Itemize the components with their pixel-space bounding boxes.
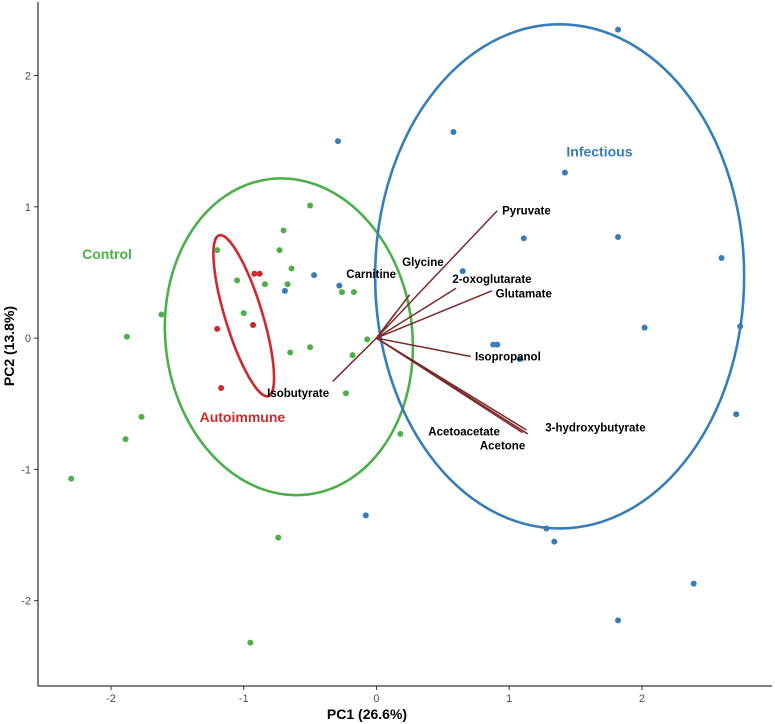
data-point-infectious	[336, 282, 343, 289]
data-point-infectious	[311, 272, 318, 279]
confidence-ellipse-autoimmune	[212, 233, 276, 398]
data-point-control	[275, 534, 282, 541]
confidence-ellipse-control	[163, 177, 415, 497]
data-point-infectious	[641, 324, 648, 331]
loading-label: 2-oxoglutarate	[452, 274, 531, 286]
data-point-control	[307, 202, 314, 209]
loading-label: 3-hydroxybutyrate	[545, 422, 645, 434]
loading-vector-isopropanol	[376, 337, 471, 358]
data-point-autoimmune	[251, 270, 258, 277]
data-point-infectious	[615, 26, 622, 33]
data-point-control	[158, 311, 165, 318]
data-point-control	[397, 430, 404, 437]
axes: -2 -1 0 1 2 -2 -1 0 1 2	[21, 2, 772, 705]
data-point-infectious	[520, 235, 527, 242]
data-point-control	[284, 281, 291, 288]
plot-area: Pyruvate Glycine Carnitine 2-oxoglutarate Gl…	[68, 23, 746, 646]
loading-label: Carnitine	[346, 269, 396, 281]
group-label-infectious: Infectious	[566, 144, 632, 160]
data-point-infectious	[281, 287, 288, 294]
loading-vector-2-oxoglutarate	[376, 287, 457, 339]
group-label-control: Control	[82, 246, 132, 262]
data-point-control	[349, 352, 356, 359]
data-point-control	[123, 333, 130, 340]
loading-label: Glutamate	[496, 288, 552, 300]
y-tick-label: 0	[25, 333, 31, 345]
data-point-infectious	[551, 538, 558, 545]
loading-vector-pyruvate	[375, 210, 498, 339]
data-point-autoimmune	[214, 325, 221, 332]
data-point-control	[287, 349, 294, 356]
data-point-autoimmune	[250, 321, 257, 328]
loading-label: Isobutyrate	[267, 388, 329, 400]
loading-label: Acetone	[480, 441, 525, 453]
loading-vector-acetone	[376, 337, 523, 434]
data-point-infectious	[334, 138, 341, 145]
data-point-infectious	[561, 169, 568, 176]
data-point-infectious	[733, 411, 740, 418]
data-point-infectious	[543, 525, 550, 532]
data-point-control	[261, 281, 268, 288]
loading-vector-glutamate	[376, 290, 493, 339]
x-tick-label: 0	[373, 693, 379, 705]
data-point-control	[338, 289, 345, 296]
data-point-control	[240, 310, 247, 317]
group-label-autoimmune: Autoimmune	[200, 409, 286, 425]
data-point-infectious	[362, 512, 369, 519]
data-point-infectious	[459, 268, 466, 275]
data-point-control	[234, 277, 241, 284]
data-point-control	[342, 390, 349, 397]
y-tick-label: 1	[25, 202, 31, 214]
data-point-control	[280, 227, 287, 234]
loading-label: Acetoacetate	[428, 426, 500, 438]
x-tick-label: -1	[239, 693, 249, 705]
data-point-infectious	[718, 255, 725, 262]
loading-label: Glycine	[402, 257, 444, 269]
data-point-infectious	[615, 617, 622, 624]
x-tick-label: -2	[106, 693, 116, 705]
loading-vector-isobutyrate	[332, 337, 377, 382]
data-point-autoimmune	[256, 270, 263, 277]
data-point-autoimmune	[218, 384, 225, 391]
x-tick-label: 2	[639, 693, 645, 705]
x-axis-title: PC1 (26.6%)	[327, 706, 407, 722]
y-tick-label: -1	[21, 464, 31, 476]
confidence-ellipse-infectious	[373, 23, 746, 530]
y-tick-label: 2	[25, 71, 31, 83]
data-point-infectious	[450, 128, 457, 135]
loading-label: Isopropanol	[475, 351, 541, 363]
y-tick-label: -2	[21, 596, 31, 608]
data-point-control	[214, 247, 221, 254]
y-axis-title: PC2 (13.8%)	[1, 306, 17, 386]
x-tick-label: 1	[506, 693, 512, 705]
data-point-infectious	[737, 323, 744, 330]
data-point-control	[350, 289, 357, 296]
data-point-control	[138, 413, 145, 420]
data-point-infectious	[516, 356, 523, 363]
loading-vector-carnitine	[375, 311, 397, 339]
data-point-infectious	[615, 234, 622, 241]
data-point-control	[276, 247, 283, 254]
data-point-control	[247, 639, 254, 646]
data-point-control	[288, 265, 295, 272]
data-point-control	[364, 336, 371, 343]
data-point-infectious	[494, 341, 501, 348]
loading-label: Pyruvate	[502, 206, 551, 218]
data-point-infectious	[690, 580, 697, 587]
data-point-control	[307, 344, 314, 351]
data-point-control	[122, 436, 129, 443]
data-point-control	[68, 475, 75, 482]
